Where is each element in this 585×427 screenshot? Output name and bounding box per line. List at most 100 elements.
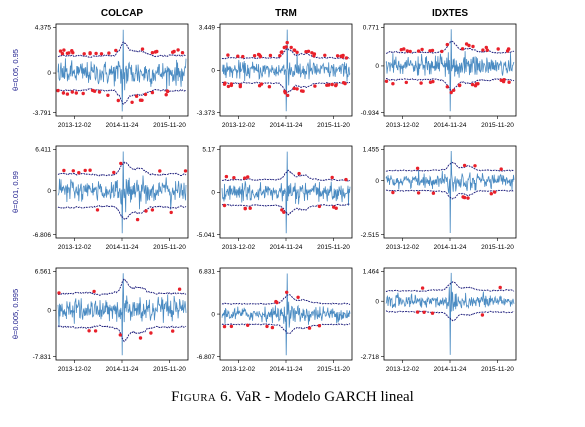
var-lower-line	[57, 88, 187, 105]
x-tick-label: 2013-12-02	[58, 366, 92, 373]
y-tick-label: 1.455	[363, 147, 380, 154]
exception-point	[295, 87, 299, 91]
exception-point	[143, 92, 148, 97]
exception-point	[415, 166, 420, 170]
exception-point	[258, 54, 263, 59]
panel-trm-1: 3.449 0 -3.373 2013-12-02 2014-11-24 2015-11-…	[197, 23, 353, 129]
y-tick-label: 0	[47, 307, 51, 314]
exception-point	[405, 49, 409, 53]
exception-point	[61, 91, 66, 95]
exception-point	[449, 90, 453, 95]
var-upper-line	[221, 294, 351, 305]
exception-point	[177, 287, 182, 291]
exception-point	[169, 210, 173, 215]
exception-point	[416, 191, 421, 195]
column-title-idxtes: IDXTES	[432, 8, 468, 19]
x-tick-label: 2013-12-02	[386, 366, 420, 373]
exception-point	[165, 89, 169, 93]
exception-point	[241, 54, 245, 59]
x-tick-label: 2013-12-02	[222, 244, 256, 251]
exception-point	[82, 52, 86, 56]
exception-point	[285, 290, 289, 294]
exception-point	[83, 168, 87, 173]
exception-point	[295, 50, 299, 54]
exception-point	[99, 52, 104, 56]
var-lower-line	[385, 310, 515, 322]
exception-point	[391, 82, 395, 86]
exception-point	[282, 210, 286, 214]
x-tick-label: 2015-11-20	[481, 366, 514, 373]
var-upper-line	[385, 40, 515, 54]
x-tick-label: 2014-11-24	[270, 244, 303, 251]
exception-point	[306, 49, 311, 53]
y-tick-label: -5.041	[197, 232, 216, 239]
exception-point	[268, 53, 273, 58]
panel-trm-3: 6.831 0 -6.807 2013-12-02 2014-11-24 2015-11-…	[197, 267, 353, 373]
exception-point	[323, 53, 327, 57]
exception-point	[416, 49, 421, 53]
exception-point	[138, 336, 143, 340]
var-upper-line	[57, 41, 187, 59]
exception-point	[87, 329, 91, 333]
exception-point	[476, 82, 480, 86]
exception-point	[506, 47, 511, 51]
exception-point	[282, 45, 286, 50]
y-tick-label: 6.411	[35, 147, 51, 154]
exception-point	[62, 48, 66, 52]
exception-point	[278, 54, 282, 58]
x-tick-label: 2015-11-20	[317, 122, 350, 129]
exception-point	[236, 54, 240, 58]
returns-line	[221, 273, 351, 356]
exception-point	[420, 47, 424, 52]
exception-point	[310, 51, 314, 55]
exception-point	[464, 42, 469, 46]
y-tick-label: 4.375	[35, 25, 52, 32]
exception-point	[65, 51, 70, 55]
var-lower-line	[57, 324, 187, 343]
exception-point	[248, 206, 252, 210]
exception-point	[480, 313, 485, 317]
exception-point	[283, 89, 287, 94]
exception-point	[57, 291, 61, 295]
exception-point	[135, 217, 140, 222]
var-lower-line	[385, 189, 515, 200]
exception-point	[229, 324, 234, 329]
exception-point	[270, 325, 275, 330]
exception-point	[408, 49, 412, 54]
exception-point	[292, 86, 296, 91]
x-tick-label: 2015-11-20	[153, 244, 186, 251]
exception-point	[71, 51, 75, 55]
exception-point	[252, 54, 257, 58]
exception-point	[71, 169, 76, 173]
x-tick-label: 2013-12-02	[58, 244, 92, 251]
exception-point	[118, 333, 123, 337]
y-tick-label: 6.561	[35, 269, 52, 276]
exception-point	[112, 170, 116, 175]
caption-label: Figura 6.	[171, 389, 233, 405]
exception-point	[183, 169, 188, 173]
exception-point	[445, 42, 449, 47]
returns-line	[57, 151, 187, 234]
x-tick-label: 2014-11-24	[434, 244, 467, 251]
y-tick-label: 3.449	[199, 25, 216, 32]
var-lower-line	[221, 323, 351, 334]
y-tick-label: 0	[375, 178, 379, 185]
exception-point	[317, 324, 322, 328]
x-tick-label: 2014-11-24	[106, 366, 139, 373]
exception-point	[150, 208, 155, 212]
exception-point	[384, 79, 389, 84]
exception-point	[431, 79, 435, 84]
exception-point	[297, 171, 301, 176]
x-tick-label: 2015-11-20	[153, 366, 186, 373]
exception-point	[62, 168, 66, 173]
exception-point	[171, 329, 175, 333]
exception-point	[415, 310, 420, 314]
exception-point	[226, 53, 230, 57]
y-tick-label: 6.831	[199, 269, 216, 276]
exception-point	[431, 191, 436, 195]
exception-point	[224, 174, 229, 179]
exception-point	[77, 171, 81, 175]
exception-point	[243, 176, 247, 180]
exception-point	[399, 48, 403, 52]
exception-point	[296, 295, 300, 299]
